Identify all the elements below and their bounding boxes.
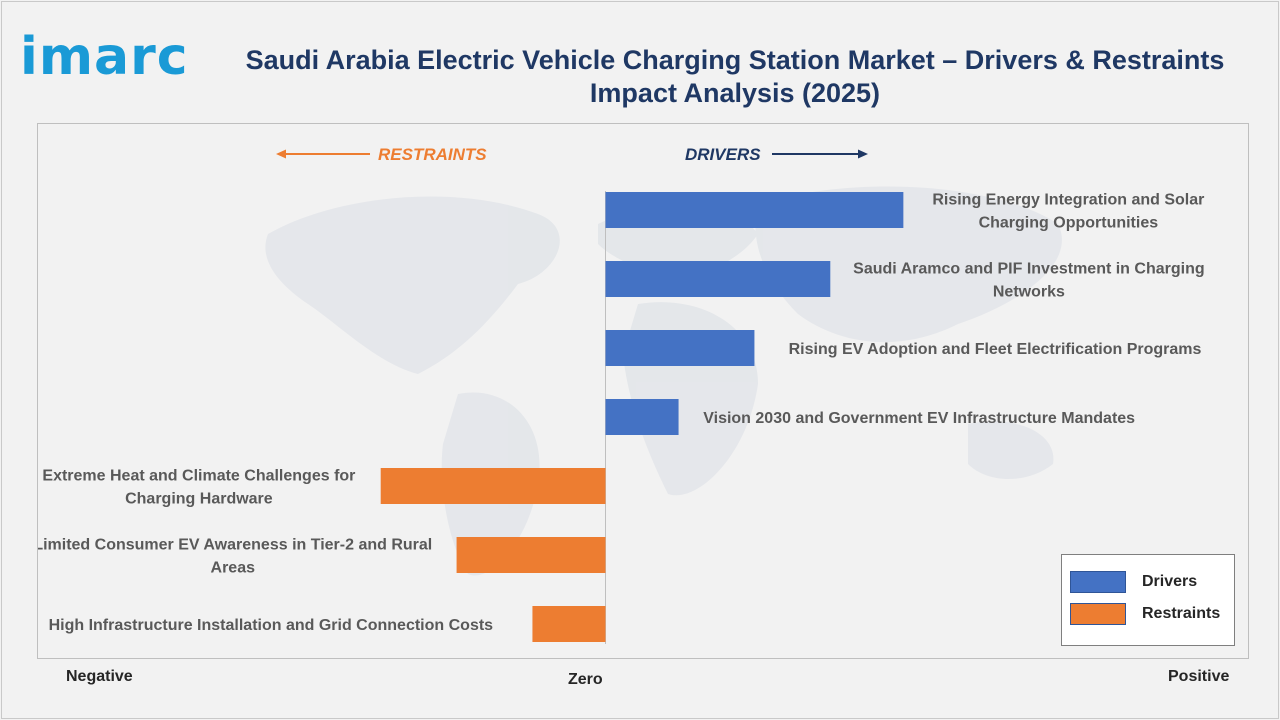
legend-item-drivers: Drivers (1070, 570, 1197, 594)
plot-area: RESTRAINTS DRIVERS Rising Energy Integrat… (37, 123, 1249, 659)
restraints-direction-label: RESTRAINTS (378, 145, 487, 164)
bar-label-line: Rising EV Adoption and Fleet Electrifica… (789, 341, 1202, 358)
bar-label-line: High Infrastructure Installation and Gri… (49, 617, 494, 634)
legend-item-restraints: Restraints (1070, 602, 1220, 626)
bar-label-line: Vision 2030 and Government EV Infrastruc… (703, 410, 1135, 427)
bar-driver-4 (605, 399, 679, 435)
chart-title: Saudi Arabia Electric Vehicle Charging S… (245, 45, 1225, 108)
bar-driver-2 (605, 261, 831, 297)
axis-label-zero: Zero (568, 671, 603, 688)
legend-swatch-restraints (1070, 603, 1126, 625)
world-map-background (265, 186, 1062, 576)
restraints-arrow-head (276, 149, 286, 159)
bar-labels-group: Rising Energy Integration and Solar Charg… (38, 192, 1205, 635)
axis-label-positive: Positive (1168, 668, 1230, 685)
bar-restraint-5 (380, 468, 606, 504)
bar-label-line: Rising Energy Integration and Solar (932, 192, 1204, 209)
axis-label-negative: Negative (66, 668, 133, 685)
bar-driver-3 (605, 330, 755, 366)
bar-label-line: Saudi Aramco and PIF Investment in Charg… (853, 261, 1204, 278)
legend-swatch-drivers (1070, 571, 1126, 593)
bar-label-line: Limited Consumer EV Awareness in Tier-2 … (38, 537, 432, 554)
direction-indicators: RESTRAINTS DRIVERS (276, 145, 868, 164)
drivers-direction-label: DRIVERS (685, 145, 761, 164)
bar-label-2: Saudi Aramco and PIF Investment in Charg… (853, 261, 1204, 301)
imarc-logo: imarc (20, 30, 189, 80)
bar-label-line: Charging Opportunities (979, 215, 1159, 232)
bar-label-4: Vision 2030 and Government EV Infrastruc… (703, 410, 1135, 427)
bar-label-5: Extreme Heat and Climate Challenges for C… (42, 468, 355, 508)
bar-driver-1 (605, 192, 904, 228)
bar-restraint-7 (532, 606, 606, 642)
legend-label-restraints: Restraints (1142, 605, 1221, 622)
chart-svg: RESTRAINTS DRIVERS Rising Energy Integrat… (38, 145, 1205, 644)
bar-label-line: Areas (211, 560, 256, 577)
bar-label-line: Extreme Heat and Climate Challenges for (42, 468, 355, 485)
bar-label-line: Charging Hardware (125, 491, 273, 508)
logo-text: imarc (20, 30, 189, 80)
bar-label-line: Networks (993, 284, 1065, 301)
bar-label-3: Rising EV Adoption and Fleet Electrifica… (789, 341, 1202, 358)
bar-restraint-6 (456, 537, 606, 573)
legend: Drivers Restraints (1061, 554, 1235, 646)
bars-group (380, 192, 904, 642)
legend-label-drivers: Drivers (1142, 573, 1198, 590)
bar-label-1: Rising Energy Integration and Solar Charg… (932, 192, 1204, 232)
bar-label-6: Limited Consumer EV Awareness in Tier-2 … (38, 537, 432, 577)
bar-label-7: High Infrastructure Installation and Gri… (49, 617, 494, 634)
drivers-arrow-head (858, 149, 868, 159)
